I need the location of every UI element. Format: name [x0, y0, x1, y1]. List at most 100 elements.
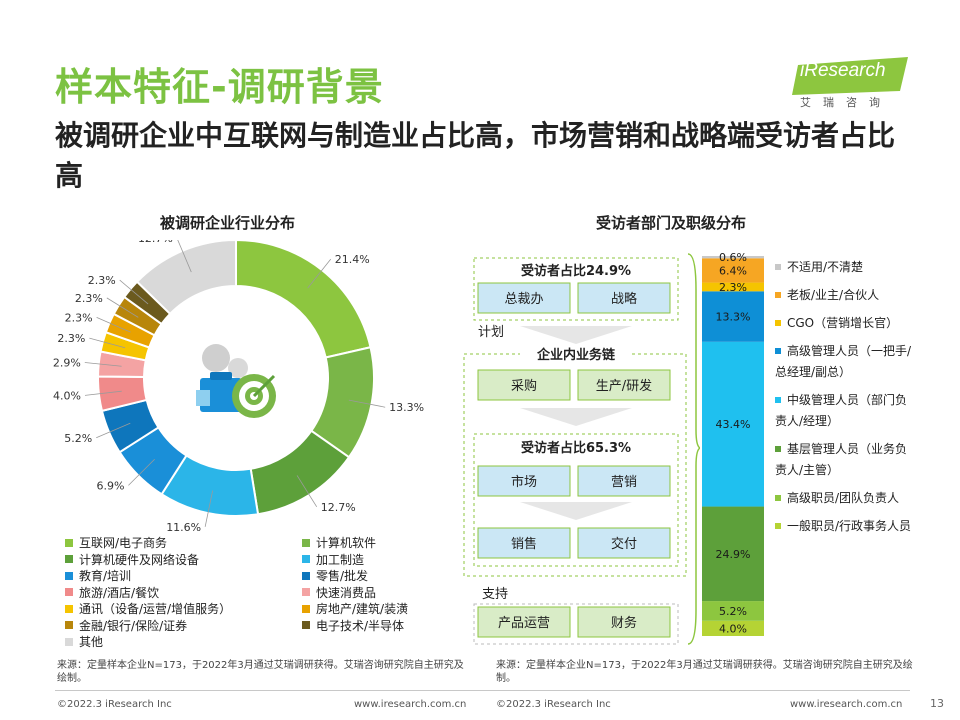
- legend-swatch: [65, 604, 73, 613]
- legend-item: 电子技术/半导体: [302, 619, 404, 634]
- legend-label: 其他: [79, 635, 104, 649]
- legend-item: 零售/批发: [302, 569, 368, 584]
- legend-item: 教育/培训: [65, 569, 131, 584]
- stack-segment: [702, 620, 764, 636]
- donut-leader-line: [296, 475, 318, 508]
- label-plan: 计划: [478, 325, 504, 340]
- donut-leader-line: [128, 458, 155, 486]
- footer-copyright-left: ©2022.3 iResearch Inc: [57, 699, 172, 710]
- legend-label: 快速消费品: [316, 585, 377, 600]
- donut-data-label: 5.2%: [64, 432, 92, 445]
- source-note-left: 来源：定量样本企业N=173，于2022年3月通过艾瑞调研获得。艾瑞咨询研究院自…: [57, 660, 464, 684]
- legend-item: 互联网/电子商务: [65, 536, 167, 551]
- footer-url-right[interactable]: www.iresearch.com.cn: [790, 699, 903, 710]
- business-center-icon: [196, 344, 276, 418]
- legend-swatch: [302, 571, 310, 580]
- page-title: 样本特征-调研背景: [55, 65, 384, 109]
- legend-label: 计算机硬件及网络设备: [79, 552, 200, 567]
- legend-item: 快速消费品: [302, 586, 376, 601]
- stack-segment: [702, 291, 764, 342]
- group3-title: 受访者占比65.3%: [521, 440, 631, 456]
- legend-item: 加工制造: [302, 553, 364, 568]
- legend-swatch: [775, 494, 781, 501]
- stack-data-label: 5.2%: [719, 605, 747, 618]
- box-product-ops: 产品运营: [498, 616, 550, 631]
- legend-swatch: [775, 445, 781, 452]
- legend-swatch: [302, 555, 310, 563]
- box-sales: 销售: [511, 536, 537, 552]
- legend-label: 旅游/酒店/餐饮: [79, 585, 160, 600]
- logo-brand: iResearch: [800, 60, 886, 81]
- legend-item: 金融/银行/保险/证券: [65, 619, 187, 634]
- legend-item: 房地产/建筑/装潢: [302, 602, 408, 617]
- legend-item: 基层管理人员（业务负责人/主管）: [775, 439, 915, 481]
- label-support: 支持: [482, 587, 508, 602]
- legend-item: 计算机软件: [302, 536, 376, 551]
- donut-leader-line: [106, 297, 139, 318]
- donut-data-label: 2.3%: [65, 311, 93, 324]
- stack-data-label: 4.0%: [719, 622, 747, 635]
- stack-data-label: 6.4%: [719, 264, 747, 277]
- legend-label: 互联网/电子商务: [79, 536, 168, 550]
- legend-label: 金融/银行/保险/证券: [79, 618, 188, 633]
- legend-swatch: [775, 522, 781, 529]
- legend-item: 不适用/不清楚: [775, 257, 915, 278]
- legend-item: 计算机硬件及网络设备: [65, 553, 199, 568]
- stack-data-label: 24.9%: [716, 548, 751, 561]
- legend-label: 教育/培训: [79, 569, 132, 583]
- legend-swatch: [65, 571, 73, 580]
- legend-swatch: [302, 621, 310, 629]
- iresearch-logo: [792, 57, 908, 95]
- legend-swatch: [302, 538, 310, 547]
- donut-data-label: 6.9%: [96, 479, 124, 492]
- stack-segment: [702, 258, 764, 283]
- donut-leader-line: [89, 337, 126, 349]
- legend-label: 高级管理人员（一把手/总经理/副总）: [775, 344, 912, 379]
- legend-label: 计算机软件: [316, 536, 377, 550]
- box-strategy: 战略: [611, 291, 637, 307]
- legend-item: CGO（营销增长官）: [775, 313, 915, 334]
- stack-segment: [702, 282, 764, 292]
- legend-swatch: [775, 291, 781, 298]
- donut-leader-line: [96, 316, 131, 333]
- donut-leader-line: [348, 399, 386, 408]
- footer-url-left[interactable]: www.iresearch.com.cn: [354, 699, 467, 710]
- stack-data-label: 0.6%: [719, 251, 747, 264]
- legend-swatch: [65, 621, 73, 629]
- donut-leader-line: [307, 258, 332, 289]
- legend-label: CGO（营销增长官）: [787, 316, 899, 330]
- legend-swatch: [775, 396, 781, 403]
- legend-item: 其他: [65, 635, 103, 650]
- legend-swatch: [65, 538, 73, 547]
- donut-data-label: 4.0%: [53, 389, 81, 402]
- legend-label: 老板/业主/合伙人: [787, 288, 880, 302]
- footer-copyright-right: ©2022.3 iResearch Inc: [496, 699, 611, 710]
- legend-item: 旅游/酒店/餐饮: [65, 586, 159, 601]
- legend-swatch: [775, 263, 781, 270]
- donut-data-label: 2.9%: [53, 356, 81, 369]
- legend-label: 电子技术/半导体: [316, 618, 405, 633]
- footer-divider: [55, 690, 910, 691]
- legend-swatch: [775, 347, 781, 354]
- industry-donut-chart: 21.4% 13.3% 12.7% 11.6% 6.9% 5.2% 4.0% 2.9% 2.3%…: [53, 240, 424, 534]
- legend-swatch: [302, 604, 310, 613]
- legend-item: 中级管理人员（部门负责人/经理）: [775, 390, 915, 432]
- box-production-rd: 生产/研发: [596, 378, 652, 394]
- donut-data-label: 12.7%: [321, 501, 356, 514]
- stack-segment: [702, 601, 764, 621]
- legend-swatch: [775, 319, 781, 326]
- donut-data-label: 2.3%: [57, 332, 85, 345]
- donut-data-label: 2.3%: [88, 274, 116, 287]
- legend-item: 一般职员/行政事务人员: [775, 516, 915, 537]
- page-number: 13: [930, 697, 944, 710]
- box-finance: 财务: [611, 615, 637, 631]
- legend-swatch: [302, 588, 310, 596]
- stack-segment: [702, 506, 764, 602]
- donut-data-label: 12.7%: [138, 240, 173, 245]
- group1-title: 受访者占比24.9%: [521, 263, 631, 279]
- group2-title: 企业内业务链: [536, 347, 616, 363]
- donut-leader-line: [177, 240, 192, 273]
- legend-label: 一般职员/行政事务人员: [787, 519, 912, 533]
- stack-data-label: 13.3%: [716, 311, 751, 324]
- box-market: 市场: [511, 474, 537, 490]
